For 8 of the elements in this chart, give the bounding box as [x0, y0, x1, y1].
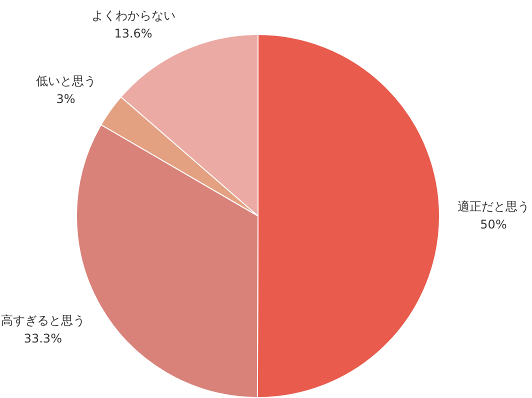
slice-label: 低いと思う: [36, 74, 96, 88]
data-label: 3%: [56, 92, 76, 106]
data-label: 50%: [480, 217, 507, 232]
data-label: 13.6%: [114, 26, 152, 41]
slice-label: 適正だと思う: [458, 199, 530, 214]
slice-label: よくわからない: [91, 8, 176, 23]
data-label: 33.3%: [24, 331, 62, 346]
slice-label: 高すぎると思う: [0, 313, 85, 328]
